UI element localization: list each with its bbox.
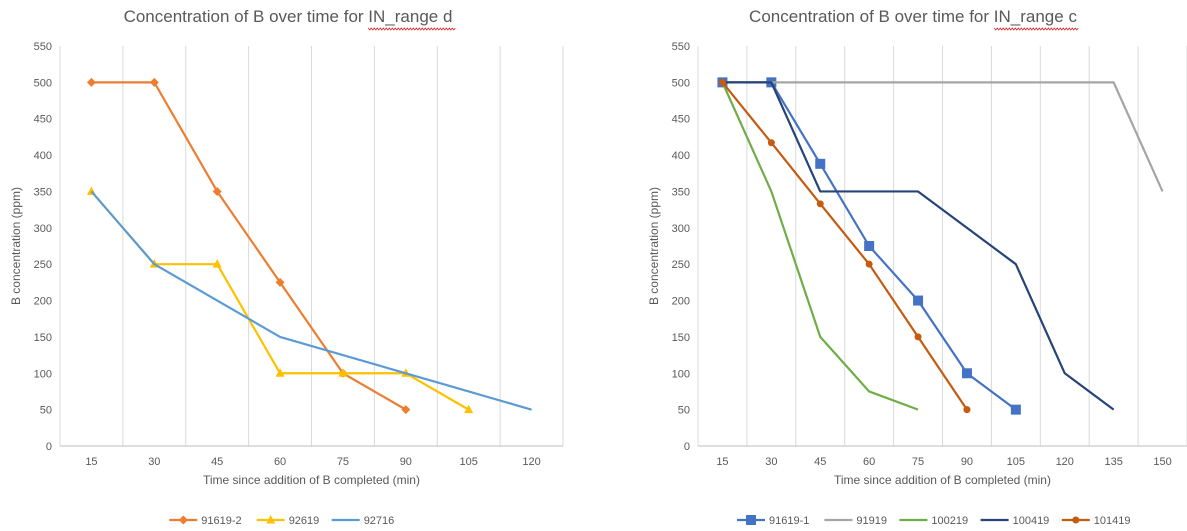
- y-tick-label: 550: [34, 41, 52, 53]
- x-tick-label: 120: [522, 456, 540, 468]
- y-tick-label: 150: [672, 332, 690, 344]
- series-line-91919: [722, 81, 1164, 192]
- chart-left: Concentration of B over time for IN_rang…: [9, 7, 564, 527]
- data-point-91619-2: [149, 77, 159, 87]
- y-tick-label: 200: [672, 296, 690, 308]
- data-point-91619-1: [961, 368, 972, 379]
- series-line-100419: [722, 81, 1115, 411]
- data-point-101419: [963, 406, 971, 414]
- data-point-91619-1: [815, 158, 826, 169]
- legend-label: 92619: [289, 515, 320, 527]
- y-tick-label: 100: [34, 368, 52, 380]
- spellcheck-underline: [367, 27, 456, 31]
- x-tick-label: 30: [148, 456, 160, 468]
- data-point-91619-2: [401, 405, 411, 415]
- y-tick-label: 400: [672, 150, 690, 162]
- legend-label: 100419: [1013, 515, 1050, 527]
- x-tick-label: 135: [1104, 456, 1122, 468]
- data-point-91619-2: [86, 77, 96, 87]
- y-tick-label: 350: [672, 186, 690, 198]
- y-axis-label: B concentration (ppm): [9, 187, 23, 305]
- chart-title: Concentration of B over time for IN_rang…: [749, 7, 1077, 26]
- legend-label: 91619-2: [201, 515, 241, 527]
- legend: 91619-1 91919 100219 100419 101419: [737, 515, 1131, 527]
- series-line-100219: [721, 81, 919, 411]
- y-tick-label: 300: [672, 223, 690, 235]
- y-tick-label: 0: [46, 441, 52, 453]
- y-tick-label: 450: [34, 114, 52, 126]
- y-tick-label: 0: [684, 441, 690, 453]
- x-tick-label: 150: [1153, 456, 1171, 468]
- legend-label: 101419: [1094, 515, 1131, 527]
- x-tick-label: 105: [460, 456, 478, 468]
- x-tick-label: 90: [400, 456, 412, 468]
- data-point-101419: [816, 200, 824, 208]
- data-point-92619: [212, 259, 222, 268]
- y-tick-label: 250: [34, 259, 52, 271]
- y-tick-label: 100: [672, 368, 690, 380]
- data-point-92619: [464, 404, 474, 414]
- data-point-91619-1: [864, 241, 875, 251]
- y-tick-label: 250: [672, 259, 690, 271]
- x-axis-label: Time since addition of B completed (min): [203, 473, 420, 487]
- chart-title: Concentration of B over time for IN_rang…: [124, 7, 453, 26]
- x-tick-label: 75: [337, 456, 349, 468]
- data-point-101419: [767, 139, 775, 147]
- x-tick-label: 45: [814, 456, 826, 468]
- data-point-101419: [914, 333, 922, 341]
- x-tick-label: 45: [211, 456, 223, 468]
- x-tick-label: 120: [1056, 456, 1074, 468]
- x-axis-label: Time since addition of B completed (min): [834, 473, 1051, 487]
- y-tick-label: 50: [678, 405, 690, 417]
- legend-marker: [1072, 516, 1080, 524]
- legend: 91619-2 92619 92716: [169, 515, 394, 527]
- data-point-91619-1: [913, 295, 924, 306]
- legend-marker: [266, 515, 276, 524]
- y-tick-label: 400: [34, 150, 52, 162]
- y-tick-label: 500: [34, 77, 52, 89]
- y-axis-label: B concentration (ppm): [647, 187, 661, 305]
- legend-label: 91919: [856, 515, 887, 527]
- data-point-91619-2: [275, 277, 285, 287]
- series-line-101419: [721, 81, 968, 411]
- y-tick-label: 550: [672, 41, 690, 53]
- x-tick-label: 90: [961, 456, 973, 468]
- legend-label: 92716: [364, 515, 395, 527]
- y-tick-label: 50: [40, 405, 52, 417]
- data-point-91619-2: [212, 186, 222, 196]
- series-line-92716: [90, 190, 532, 411]
- data-point-101419: [718, 78, 726, 86]
- x-tick-label: 15: [85, 456, 97, 468]
- x-tick-label: 30: [765, 456, 777, 468]
- legend-label: 91619-1: [769, 515, 809, 527]
- y-tick-label: 500: [672, 77, 690, 89]
- x-tick-label: 75: [912, 456, 924, 468]
- y-tick-label: 350: [34, 186, 52, 198]
- y-tick-label: 450: [672, 114, 690, 126]
- spellcheck-underline: [993, 27, 1079, 31]
- data-point-91619-1: [1010, 404, 1021, 415]
- legend-marker: [746, 515, 756, 525]
- data-point-92619: [275, 368, 285, 377]
- data-point-101419: [865, 260, 873, 268]
- series-line-92619: [90, 190, 470, 411]
- chart-right: Concentration of B over time for IN_rang…: [647, 7, 1187, 527]
- x-tick-label: 105: [1007, 456, 1025, 468]
- y-tick-label: 200: [34, 296, 52, 308]
- legend-label: 100219: [931, 515, 968, 527]
- y-tick-label: 300: [34, 223, 52, 235]
- series-line-91619-2: [91, 81, 407, 411]
- y-tick-label: 150: [34, 332, 52, 344]
- x-tick-label: 60: [863, 456, 875, 468]
- data-point-92619: [338, 368, 348, 377]
- x-tick-label: 60: [274, 456, 286, 468]
- legend-marker: [178, 515, 188, 525]
- x-tick-label: 15: [716, 456, 728, 468]
